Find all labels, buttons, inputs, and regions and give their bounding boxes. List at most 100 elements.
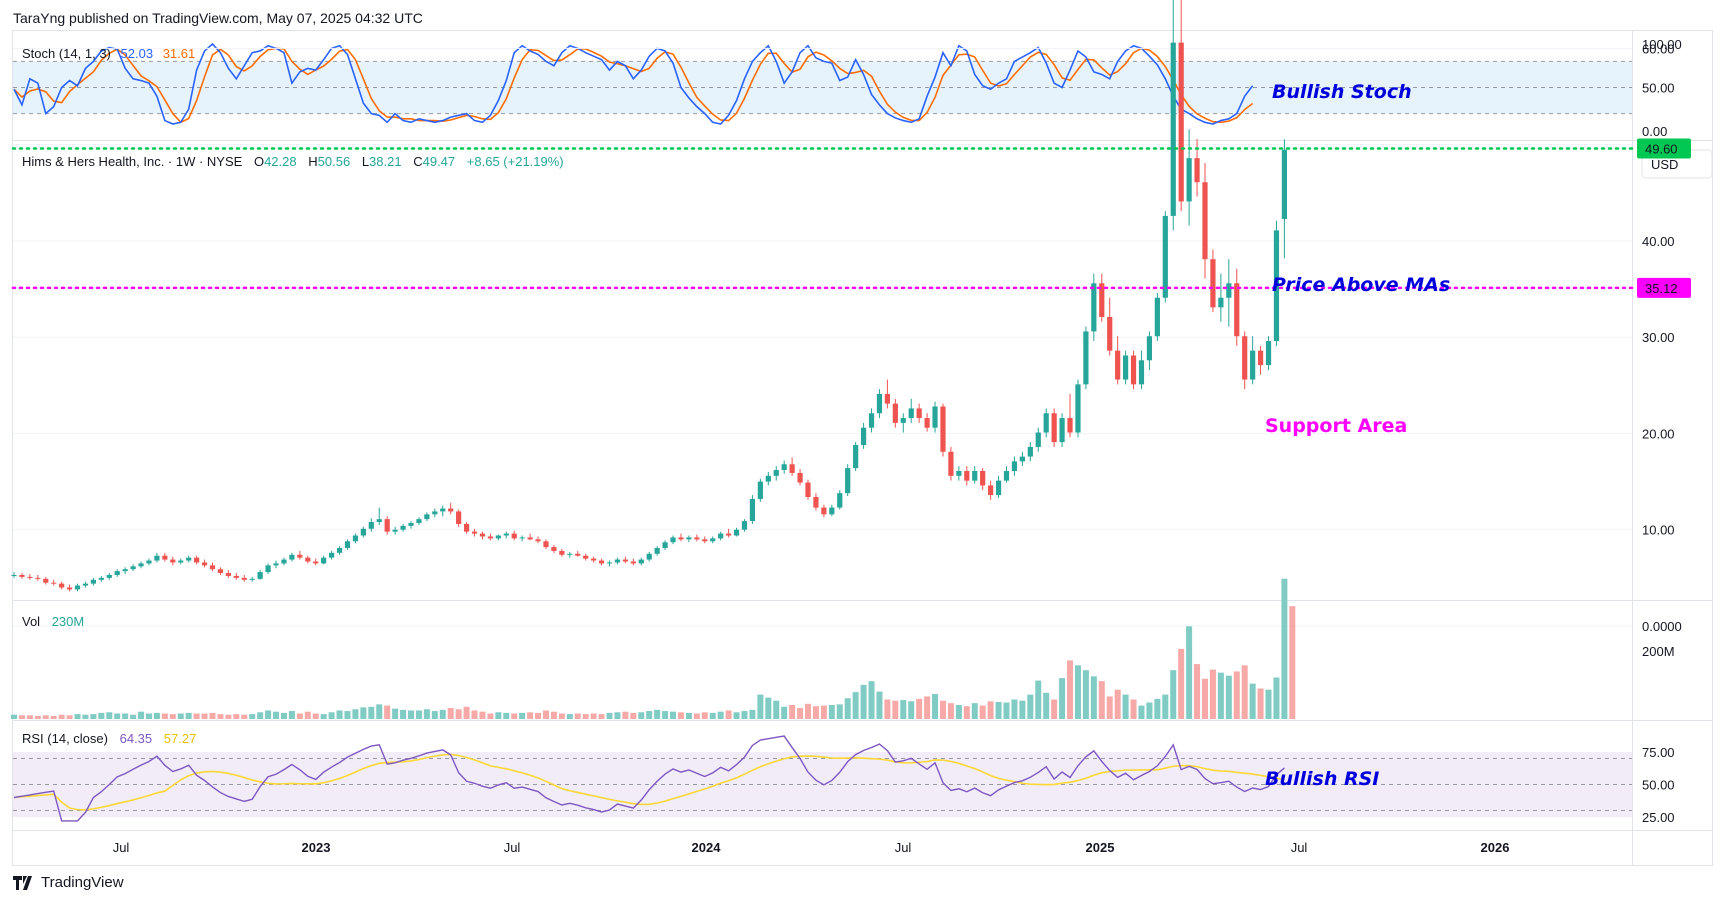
candle-body <box>35 577 41 579</box>
volume-bar <box>1186 626 1193 719</box>
volume-bar <box>916 698 923 719</box>
candle-body <box>519 537 525 539</box>
candle-body <box>1059 418 1065 443</box>
volume-bar <box>1027 694 1034 719</box>
candle-body <box>662 542 668 549</box>
rsi-legend[interactable]: RSI (14, close) 64.35 57.27 <box>22 731 196 746</box>
stoch-pane[interactable]: Stoch (14, 1, 3) 52.03 31.61 100.00 50.00… <box>13 37 1682 139</box>
candle <box>98 575 104 582</box>
candle-body <box>1257 350 1264 366</box>
volume-pane[interactable]: Vol 230M 200M <box>11 578 1675 719</box>
candle <box>424 512 430 522</box>
candle-body <box>329 552 335 558</box>
volume-bar <box>280 712 287 719</box>
volume-bar <box>18 715 25 719</box>
candle-body <box>217 569 224 574</box>
volume-bar <box>463 706 470 719</box>
candle-body <box>575 553 581 556</box>
time-axis-label: 2023 <box>302 840 331 855</box>
candle <box>1115 336 1121 385</box>
volume-bar <box>527 712 534 719</box>
candle-body <box>916 408 922 419</box>
candle <box>527 533 533 541</box>
rsi-pane[interactable]: RSI (14, close) 64.35 57.27 75.00 50.00 25… <box>13 731 1675 825</box>
volume-bar <box>1082 670 1089 719</box>
candle <box>1059 413 1065 447</box>
candle-body <box>138 563 144 567</box>
stoch-legend[interactable]: Stoch (14, 1, 3) 52.03 31.61 <box>22 46 195 61</box>
volume-bar <box>273 711 280 719</box>
candle <box>980 468 986 491</box>
candle <box>265 563 271 575</box>
candle-body <box>1281 149 1287 219</box>
annotation-price-above-mas[interactable]: Price Above MAs <box>1272 274 1450 296</box>
volume-bar <box>558 713 565 719</box>
candle-body <box>321 557 327 564</box>
support-price-tag: 35.12 <box>1637 277 1691 298</box>
candle-body <box>1210 259 1216 308</box>
candle-body <box>646 553 652 560</box>
candle-body <box>741 521 748 530</box>
volume-bar <box>320 714 327 719</box>
annotation-support-area[interactable]: Support Area <box>1265 415 1407 437</box>
candle <box>964 466 970 486</box>
candle <box>74 583 81 592</box>
volume-bar <box>987 701 994 719</box>
candle <box>154 552 160 563</box>
candle-body <box>1186 158 1192 202</box>
candle-body <box>718 533 724 539</box>
candle <box>924 413 930 432</box>
volume-bar <box>1106 696 1113 719</box>
candle-body <box>598 560 605 564</box>
open-value: 42.28 <box>264 154 297 169</box>
volume-bar <box>241 714 248 719</box>
candle-body <box>106 574 112 578</box>
volume-bar <box>884 699 891 719</box>
candle <box>360 526 366 538</box>
candle-body <box>1265 341 1272 366</box>
candle-body <box>225 573 231 576</box>
volume-bar <box>209 712 216 719</box>
volume-bar <box>550 711 557 719</box>
candle-body <box>678 537 684 540</box>
candle <box>249 576 255 582</box>
volume-bar <box>34 715 41 719</box>
candle-body <box>392 529 398 532</box>
annotation-bullish-rsi[interactable]: Bullish RSI <box>1265 768 1379 790</box>
candle-body <box>757 481 763 499</box>
price-legend[interactable]: Hims & Hers Health, Inc. · 1W · NYSE O42… <box>22 154 564 169</box>
candle <box>114 569 120 577</box>
candle <box>1123 350 1129 385</box>
candle <box>336 546 343 555</box>
candle-body <box>186 557 192 561</box>
volume-bar <box>138 711 145 719</box>
volume-bar <box>725 710 732 719</box>
annotation-bullish-stoch[interactable]: Bullish Stoch <box>1272 81 1412 103</box>
time-axis[interactable]: Jul 2023 Jul 2024 Jul 2025 Jul 2026 <box>113 840 1510 855</box>
volume-bar <box>939 700 946 719</box>
stoch-title: Stoch (14, 1, 3) <box>22 46 111 61</box>
candle-body <box>964 471 970 481</box>
candle <box>416 517 422 525</box>
volume-bar <box>685 712 692 719</box>
price-tick-label: 20.00 <box>1642 426 1675 441</box>
tradingview-logo[interactable]: TradingView <box>13 874 124 891</box>
candle-body <box>1226 283 1232 298</box>
candle-body <box>948 451 954 476</box>
candle <box>186 555 192 563</box>
volume-bar <box>1202 678 1208 719</box>
stoch-d-value: 31.61 <box>163 46 196 61</box>
candle <box>201 559 208 568</box>
price-pane[interactable]: Hims & Hers Health, Inc. · 1W · NYSE O42… <box>11 0 1713 634</box>
volume-bar <box>249 714 256 719</box>
volume-bar <box>447 708 454 719</box>
candle <box>281 557 287 566</box>
volume-bar <box>868 681 875 719</box>
volume-bar <box>1273 677 1280 719</box>
candle-body <box>1138 360 1145 385</box>
candle <box>797 469 803 486</box>
volume-bar <box>169 714 176 719</box>
candle <box>995 475 1002 498</box>
volume-legend[interactable]: Vol 230M <box>22 614 84 629</box>
